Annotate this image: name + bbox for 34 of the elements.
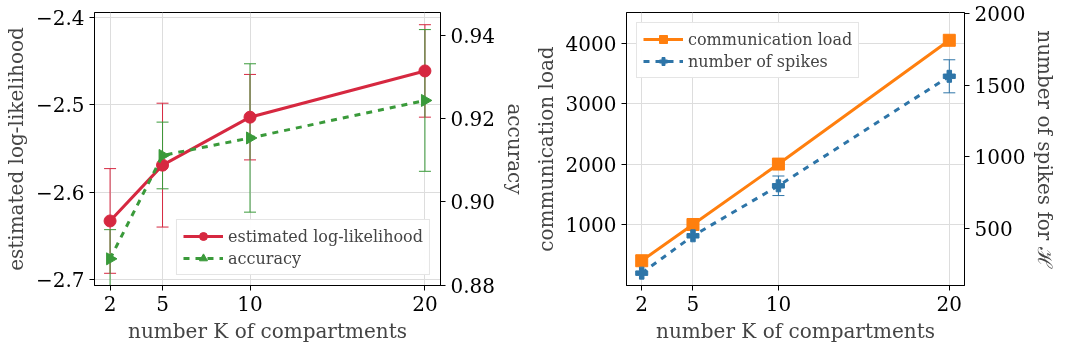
y2-tick-label: 1000 xyxy=(974,145,1026,170)
x-tick-label: 10 xyxy=(765,291,792,316)
x-tick-label: 20 xyxy=(412,291,438,316)
y2-tick-label: 1500 xyxy=(974,73,1026,98)
y-tick-label: 1000 xyxy=(565,213,617,237)
x-tick-label: 10 xyxy=(237,291,263,316)
x-tick-label: 20 xyxy=(936,291,963,316)
y2-tick-label: 2000 xyxy=(974,1,1026,26)
y2-axis-title: number of spikes for ℋ xyxy=(1033,30,1058,269)
y-tick-label: −2.6 xyxy=(35,180,85,205)
y2-tick-label: 0.90 xyxy=(450,190,496,215)
y-tick-label: −2.4 xyxy=(35,6,85,31)
legend-label: communication load xyxy=(688,29,853,49)
y-axis-title: communication load xyxy=(533,46,558,252)
y-axis-title: estimated log-likelihood xyxy=(3,26,28,271)
legend-label: estimated log-likelihood xyxy=(227,226,423,246)
x-axis-title: number K of compartments xyxy=(656,318,935,343)
y-tick-label: 4000 xyxy=(565,31,617,56)
x-tick-label: 5 xyxy=(686,291,700,316)
y-tick-label: −2.7 xyxy=(35,267,85,292)
y2-tick-label: 500 xyxy=(974,217,1013,242)
x-tick-label: 2 xyxy=(103,291,117,316)
y2-tick-label: 0.88 xyxy=(450,273,496,298)
legend-label: accuracy xyxy=(227,248,301,268)
y-tick-label: −2.5 xyxy=(35,93,85,118)
y-tick-label: 2000 xyxy=(565,152,617,177)
x-axis-title: number K of compartments xyxy=(128,318,407,343)
y-tick-label: 3000 xyxy=(565,92,617,117)
legend-label: number of spikes xyxy=(688,51,828,71)
y2-tick-label: 0.94 xyxy=(450,23,496,48)
y2-axis-title: accuracy xyxy=(503,103,528,196)
x-tick-label: 5 xyxy=(156,291,169,316)
y2-tick-label: 0.92 xyxy=(450,106,496,131)
x-tick-label: 2 xyxy=(635,291,649,316)
